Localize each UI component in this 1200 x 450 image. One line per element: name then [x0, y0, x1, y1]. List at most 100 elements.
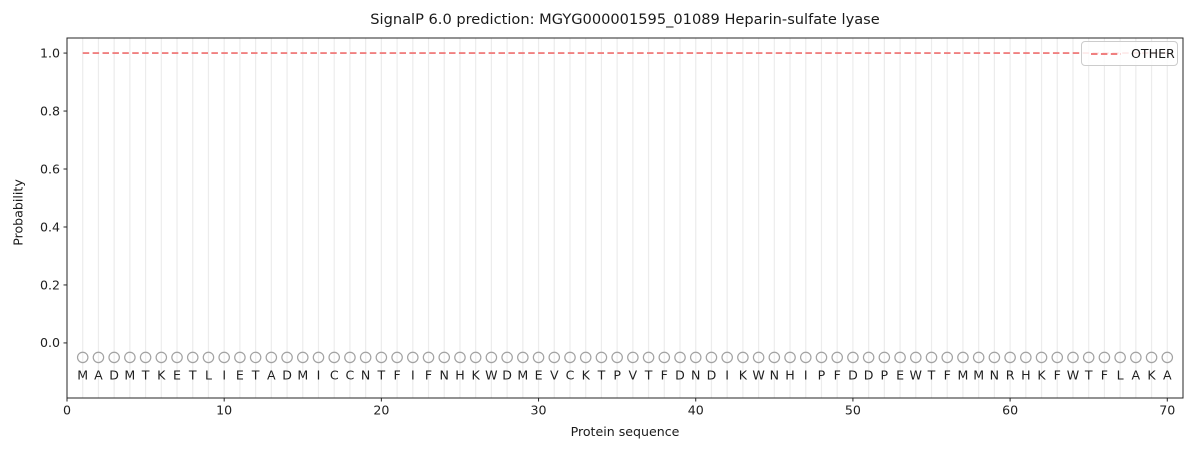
residue-marker: [375, 351, 388, 364]
residue-letter: T: [644, 367, 653, 382]
residue-marker: [391, 351, 403, 364]
residue-letter: R: [1006, 367, 1015, 382]
residue-letter: H: [785, 367, 794, 382]
residue-letter: N: [770, 367, 779, 382]
residue-letter: D: [502, 367, 512, 382]
residue-marker: [1161, 351, 1174, 364]
residue-marker: [171, 351, 183, 364]
x-tick-label: 50: [845, 403, 861, 418]
residue-marker: [705, 351, 718, 364]
residue-letter: M: [517, 367, 528, 382]
x-axis-label: Protein sequence: [570, 424, 680, 439]
residue-marker: [1067, 351, 1079, 364]
residue-marker: [344, 351, 356, 364]
residue-marker: [517, 351, 529, 364]
residue-letter: F: [425, 367, 432, 382]
residue-marker: [1051, 351, 1064, 364]
residue-letter: C: [346, 367, 355, 382]
residue-letter: T: [927, 367, 936, 382]
x-tick-label: 60: [1002, 403, 1018, 418]
residue-letter: N: [691, 367, 700, 382]
residue-marker: [218, 351, 230, 364]
residue-marker: [1082, 351, 1095, 364]
residue-marker: [328, 351, 341, 364]
residue-letter: A: [1163, 367, 1172, 382]
residue-marker: [1020, 351, 1032, 364]
residue-letter: W: [1067, 367, 1080, 382]
residue-marker: [862, 351, 875, 364]
residue-marker: [752, 351, 765, 364]
legend-dashed-line-sample: [1091, 52, 1121, 55]
residue-letter: C: [566, 367, 575, 382]
residue-letter: T: [251, 367, 260, 382]
residue-letter: V: [550, 367, 559, 382]
x-tick-label: 10: [216, 403, 232, 418]
residue-letter: M: [124, 367, 135, 382]
residue-marker: [124, 351, 136, 364]
residue-marker: [894, 351, 906, 364]
residue-letter: E: [535, 367, 543, 382]
residue-letter: L: [205, 367, 212, 382]
residue-letter: L: [1117, 367, 1124, 382]
residue-letter: K: [157, 367, 166, 382]
residue-letter: D: [707, 367, 717, 382]
residue-letter: N: [440, 367, 449, 382]
residue-marker: [831, 351, 843, 364]
residue-letter: F: [834, 367, 841, 382]
residue-marker: [139, 351, 152, 364]
residue-marker: [847, 351, 859, 364]
residue-marker: [108, 351, 120, 364]
residue-letter: F: [1054, 367, 1061, 382]
residue-marker: [312, 351, 325, 364]
residue-marker: [407, 351, 419, 364]
residue-letter: F: [393, 367, 400, 382]
residue-letter: D: [675, 367, 685, 382]
residue-letter: M: [973, 367, 984, 382]
residue-marker: [658, 351, 671, 364]
residue-marker: [878, 351, 891, 364]
residue-letter: I: [725, 367, 729, 382]
residue-marker: [799, 351, 812, 364]
axes-frame: [66, 37, 1184, 399]
y-axis-label: Probability: [10, 179, 26, 246]
residue-letter: T: [377, 367, 386, 382]
legend: OTHER: [1081, 41, 1178, 66]
residue-letter: P: [881, 367, 889, 382]
residue-letter: H: [1021, 367, 1030, 382]
residue-letter: N: [361, 367, 370, 382]
residue-marker: [595, 351, 608, 364]
residue-marker: [784, 351, 796, 364]
y-tick-label: 0.8: [40, 103, 60, 118]
y-tick-label: 0.6: [40, 161, 60, 176]
residue-marker: [281, 351, 293, 364]
legend-label-other: OTHER: [1131, 46, 1175, 61]
residue-letter: I: [804, 367, 808, 382]
residue-letter: F: [944, 367, 951, 382]
residue-letter: I: [222, 367, 226, 382]
residue-letter: E: [173, 367, 181, 382]
residue-letter: W: [485, 367, 498, 382]
residue-letter: A: [267, 367, 276, 382]
residue-letter: E: [236, 367, 244, 382]
residue-letter: E: [896, 367, 904, 382]
y-tick-label: 1.0: [40, 45, 60, 60]
x-tick-label: 40: [688, 403, 704, 418]
residue-letter: M: [77, 367, 88, 382]
residue-marker: [737, 351, 749, 364]
residue-letter: D: [864, 367, 874, 382]
residue-marker: [674, 351, 686, 364]
residue-marker: [469, 351, 482, 364]
residue-letter: K: [472, 367, 481, 382]
residue-marker: [1114, 351, 1126, 364]
residue-marker: [689, 351, 702, 364]
residue-marker: [485, 351, 498, 364]
x-tick-label: 70: [1159, 403, 1175, 418]
residue-marker: [815, 351, 828, 364]
residue-marker: [155, 351, 168, 364]
residue-marker: [186, 351, 199, 364]
residue-letter: N: [990, 367, 999, 382]
residue-letter: I: [317, 367, 321, 382]
residue-marker: [579, 351, 592, 364]
